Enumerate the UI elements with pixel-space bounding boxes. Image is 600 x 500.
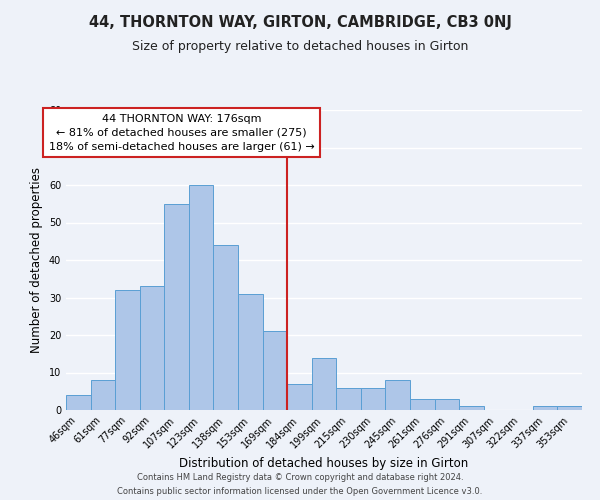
Text: Size of property relative to detached houses in Girton: Size of property relative to detached ho…: [132, 40, 468, 53]
Bar: [263, 331, 287, 410]
Text: 44 THORNTON WAY: 176sqm
← 81% of detached houses are smaller (275)
18% of semi-d: 44 THORNTON WAY: 176sqm ← 81% of detache…: [49, 114, 314, 152]
Bar: [459, 406, 484, 410]
Bar: [557, 406, 582, 410]
Text: Contains HM Land Registry data © Crown copyright and database right 2024.: Contains HM Land Registry data © Crown c…: [137, 472, 463, 482]
Bar: [189, 185, 214, 410]
Bar: [140, 286, 164, 410]
Bar: [238, 294, 263, 410]
Bar: [434, 399, 459, 410]
Bar: [336, 388, 361, 410]
Text: 44, THORNTON WAY, GIRTON, CAMBRIDGE, CB3 0NJ: 44, THORNTON WAY, GIRTON, CAMBRIDGE, CB3…: [89, 15, 511, 30]
Bar: [533, 406, 557, 410]
Bar: [287, 384, 312, 410]
Bar: [361, 388, 385, 410]
Bar: [66, 395, 91, 410]
Bar: [164, 204, 189, 410]
Bar: [214, 245, 238, 410]
Bar: [410, 399, 434, 410]
Bar: [312, 358, 336, 410]
Bar: [385, 380, 410, 410]
Y-axis label: Number of detached properties: Number of detached properties: [30, 167, 43, 353]
Bar: [115, 290, 140, 410]
Bar: [91, 380, 115, 410]
X-axis label: Distribution of detached houses by size in Girton: Distribution of detached houses by size …: [179, 456, 469, 469]
Text: Contains public sector information licensed under the Open Government Licence v3: Contains public sector information licen…: [118, 488, 482, 496]
